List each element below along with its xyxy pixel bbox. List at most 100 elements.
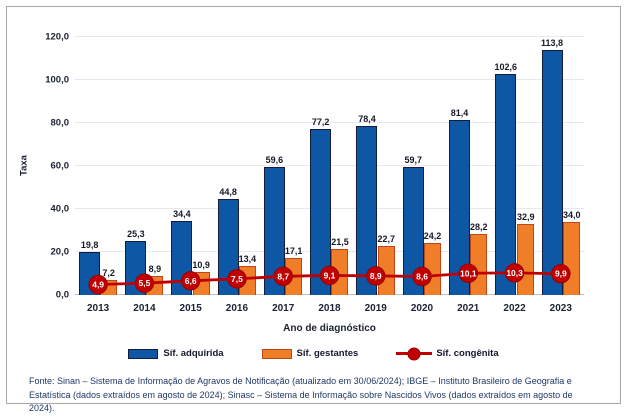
y-tick-label: 0,0 (55, 289, 69, 301)
bar-adquirida (310, 129, 332, 295)
chart: Taxa 0,0 20,0 40,0 60,0 80,0 100,0 120,0 19,8 7… (7, 7, 620, 360)
line-marker-value: 8,9 (370, 271, 382, 281)
bar-adquirida (356, 126, 378, 295)
line-marker (88, 274, 108, 295)
bar-value-label: 7,2 (102, 267, 115, 278)
line-marker-value: 9,1 (324, 270, 336, 280)
bar-value-label: 113,8 (541, 38, 564, 49)
bar-value-label: 102,6 (494, 62, 518, 73)
x-tick-label: 2019 (364, 303, 387, 314)
y-axis-ticks: 0,0 20,0 40,0 60,0 80,0 100,0 120,0 (31, 32, 75, 301)
bar-value-label: 59,7 (404, 154, 422, 165)
line-marker-value: 8,7 (277, 271, 289, 281)
plot-area: 19,8 7,2 2013 25,3 8,9 2014 34,4 10,9 2015 44,8 13… (75, 36, 584, 314)
bar-value-label: 34,4 (173, 209, 191, 220)
x-tick-label: 2021 (457, 303, 480, 314)
y-tick-label: 60,0 (50, 160, 70, 172)
bar-adquirida (402, 166, 424, 295)
bar-value-label: 34,0 (563, 209, 581, 220)
bar-column: 113,8 (541, 38, 563, 295)
x-tick-label: 2013 (87, 303, 110, 314)
bar-value-label: 81,4 (450, 108, 469, 118)
bar-adquirida (541, 50, 563, 295)
line-marker-value: 10,1 (460, 268, 477, 278)
x-tick-label: 2017 (272, 303, 295, 314)
line-marker-value: 9,9 (555, 269, 567, 279)
line-marker (366, 266, 386, 286)
y-axis-title: Taxa (18, 155, 30, 177)
category-group: 59,7 24,2 2020 (399, 37, 445, 314)
bar-column: 59,6 (263, 154, 285, 295)
bar-value-label: 21,5 (331, 236, 349, 247)
y-tick-label: 100,0 (45, 74, 69, 86)
line-marker-value: 5,5 (138, 278, 150, 288)
legend-label-congenita: Síf. congênita (436, 348, 499, 359)
bar-value-label: 13,4 (238, 254, 257, 265)
grid-line (75, 79, 584, 80)
chart-frame: Taxa 0,0 20,0 40,0 60,0 80,0 100,0 120,0 19,8 7… (6, 6, 621, 413)
line-marker-value: 6,6 (185, 276, 197, 286)
bar-value-label: 19,8 (80, 240, 99, 251)
bar-value-label: 44,8 (219, 186, 237, 197)
bar-value-label: 17,1 (284, 246, 303, 257)
line-marker (319, 265, 340, 286)
bar-adquirida (495, 74, 517, 295)
grid-line (75, 36, 584, 37)
bar-value-label: 25,3 (127, 228, 145, 239)
bar-value-label: 22,7 (377, 234, 395, 245)
legend-item-adquirida: Síf. adquirida (128, 348, 224, 359)
line-marker-value: 10,3 (506, 268, 523, 278)
line-marker (134, 273, 155, 293)
bar-column: 81,4 (448, 108, 470, 295)
line-series: 4,9 5,5 6,6 7,5 8,7 9,1 8,9 8,6 10,1 10,3 9,9 (88, 263, 571, 295)
line-marker-value: 4,9 (92, 279, 104, 289)
legend-swatch-adquirida (128, 348, 159, 359)
x-tick-label: 2023 (549, 303, 572, 314)
y-tick-label: 120,0 (45, 31, 69, 43)
bar-value-label: 59,6 (265, 154, 284, 165)
x-tick-label: 2014 (133, 303, 156, 314)
bar-value-label: 8,9 (148, 263, 162, 274)
x-tick-label: 2015 (179, 303, 202, 314)
bar-column: 102,6 (494, 62, 517, 295)
line-marker (227, 269, 247, 289)
legend-swatch-congenita (396, 347, 433, 360)
line-marker (458, 263, 479, 283)
legend-item-congenita: Síf. congênita (396, 347, 499, 360)
line-marker-value: 8,6 (416, 272, 428, 282)
line-marker (180, 271, 201, 291)
line-marker (412, 266, 432, 287)
legend-item-gestantes: Síf. gestantes (261, 348, 359, 359)
legend: Síf. adquirida Síf. gestantes Síf. congê… (17, 347, 610, 360)
legend-label-gestantes: Síf. gestantes (296, 348, 359, 359)
bar-value-label: 78,4 (358, 114, 376, 125)
y-tick-label: 80,0 (50, 117, 70, 129)
source-note: Fonte: Sinan – Sistema de Informação de … (29, 376, 573, 413)
bar-column: 77,2 (310, 117, 332, 295)
bar-value-label: 28,2 (469, 222, 488, 233)
legend-dot-icon (407, 347, 421, 360)
line-marker (273, 266, 293, 286)
line-marker-value: 7,5 (231, 274, 243, 284)
plot-wrap: Taxa 0,0 20,0 40,0 60,0 80,0 100,0 120,0 19,8 7… (17, 23, 610, 314)
bar-value-label: 77,2 (311, 117, 330, 128)
line-marker (504, 263, 525, 283)
bar-value-label: 32,9 (517, 212, 535, 223)
x-tick-label: 2018 (318, 303, 341, 314)
x-tick-label: 2022 (503, 303, 526, 314)
x-axis-title: Ano de diagnóstico (283, 323, 376, 334)
y-tick-label: 40,0 (50, 203, 70, 215)
legend-swatch-gestantes (261, 348, 292, 359)
x-tick-label: 2016 (225, 303, 249, 314)
bar-adquirida (448, 120, 470, 295)
grid-line (75, 122, 584, 123)
x-tick-label: 2020 (410, 303, 434, 314)
bar-adquirida (263, 166, 285, 295)
bar-value-label: 10,9 (192, 259, 210, 270)
category-group: 59,6 17,1 2017 (260, 37, 306, 314)
line-marker (551, 264, 571, 284)
bar-column: 59,7 (402, 154, 424, 295)
y-tick-label: 20,0 (50, 246, 70, 258)
bar-column: 78,4 (356, 114, 378, 295)
category-group: 77,2 21,5 2018 (306, 37, 352, 314)
